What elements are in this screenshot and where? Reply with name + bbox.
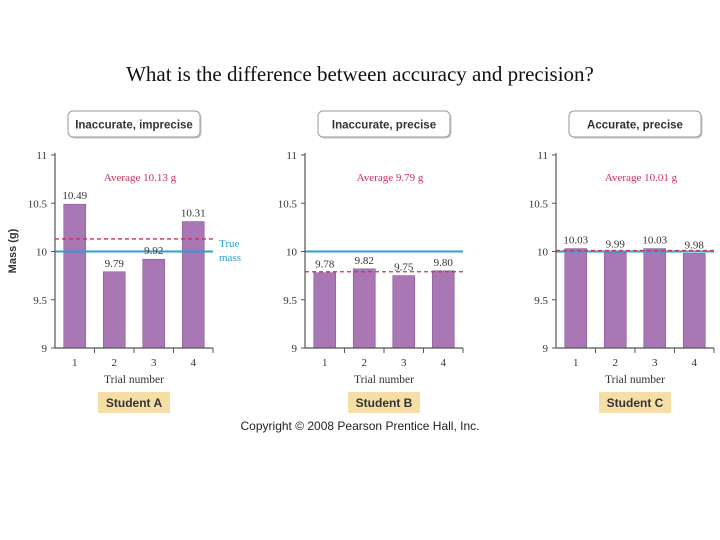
bar-value-label: 9.78 [315,259,335,271]
x-tick-label: 3 [652,357,658,369]
x-axis-label: Trial number [605,374,665,386]
x-tick-label: 3 [151,357,157,369]
x-tick-label: 4 [191,357,197,369]
y-tick-label: 11 [36,150,47,162]
bar [63,203,87,349]
bar-value-label: 10.03 [642,235,667,247]
bar-value-label: 9.82 [355,255,374,267]
y-tick-label: 10 [537,247,549,259]
y-tick-label: 10.5 [28,198,48,210]
x-tick-label: 2 [112,357,118,369]
true-mass-label: True [219,238,239,250]
y-tick-label: 9.5 [33,295,47,307]
bar-value-label: 9.75 [394,262,414,274]
bar [682,253,706,349]
x-tick-label: 1 [72,357,78,369]
y-tick-label: 9 [42,343,48,355]
bar-value-label: 9.98 [685,239,705,251]
bar-value-label: 9.79 [105,258,125,270]
x-tick-label: 3 [401,357,407,369]
x-tick-label: 2 [362,357,368,369]
bar [643,248,667,349]
bar-value-label: 10.03 [563,235,588,247]
bar [431,270,455,349]
x-axis-label: Trial number [354,374,414,386]
bar-value-label: 10.49 [62,190,87,202]
bar [142,258,166,349]
y-tick-label: 10.5 [278,198,298,210]
student-box [98,392,170,413]
x-axis-label: Trial number [104,374,164,386]
bar [181,221,205,349]
chart-header-box [568,110,702,138]
x-tick-label: 1 [573,357,579,369]
chart-header-box [317,110,451,138]
y-tick-label: 9.5 [534,295,548,307]
student-box [599,392,671,413]
bar [313,272,337,349]
student-label: Student A [106,396,163,410]
average-label: Average 9.79 g [357,172,424,184]
chart-header-title: Inaccurate, imprecise [75,120,193,132]
y-tick-label: 11 [537,150,548,162]
bar [564,248,588,349]
slide-title: What is the difference between accuracy … [126,62,594,86]
y-tick-label: 11 [286,150,297,162]
bar [603,252,627,349]
bar-value-label: 9.99 [606,238,626,250]
bar-value-label: 9.92 [144,245,163,257]
y-tick-label: 10 [36,247,48,259]
y-tick-label: 9 [543,343,549,355]
bar-value-label: 10.31 [181,208,206,220]
x-tick-label: 4 [441,357,447,369]
true-mass-label: mass [219,252,241,264]
y-axis-label: Mass (g) [7,228,19,273]
bar-value-label: 9.80 [434,257,454,269]
student-label: Student C [607,396,664,410]
chart-header-title: Inaccurate, precise [332,120,436,132]
student-label: Student B [356,396,413,410]
bar [352,268,376,349]
y-tick-label: 10.5 [529,198,549,210]
average-label: Average 10.13 g [104,172,177,184]
bar [392,275,416,349]
x-tick-label: 4 [692,357,698,369]
bar [102,271,126,349]
x-tick-label: 2 [613,357,619,369]
x-tick-label: 1 [322,357,328,369]
y-tick-label: 10 [286,247,298,259]
chart-header-title: Accurate, precise [587,120,683,132]
average-label: Average 10.01 g [605,172,678,184]
copyright-notice: Copyright © 2008 Pearson Prentice Hall, … [240,419,480,433]
y-tick-label: 9.5 [283,295,297,307]
student-box [348,392,420,413]
chart-header-box [67,110,201,138]
y-tick-label: 9 [292,343,298,355]
